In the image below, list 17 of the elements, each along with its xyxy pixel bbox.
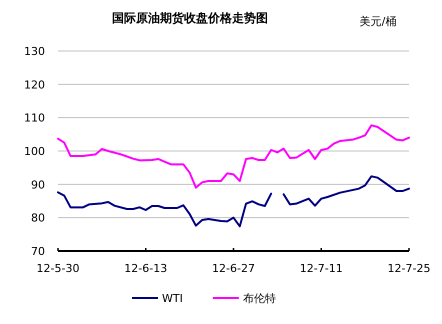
y-tick-label: 100 [24, 145, 45, 158]
x-tick-label: 12-5-30 [36, 262, 80, 275]
y-tick-label: 70 [31, 245, 45, 258]
chart-title: 国际原油期货收盘价格走势图 [112, 11, 268, 25]
x-tick-label: 12-7-25 [388, 262, 430, 275]
x-tick-label: 12-7-11 [300, 262, 343, 275]
line-series [57, 124, 410, 189]
x-tick-label: 12-6-13 [124, 262, 168, 275]
legend-label: WTI [162, 292, 183, 305]
x-tick-label: 12-6-27 [212, 262, 255, 275]
y-tick-label: 80 [31, 212, 45, 225]
y-tick-label: 110 [24, 112, 45, 125]
legend-label: 布伦特 [242, 292, 276, 305]
y-tick-label: 120 [24, 78, 45, 92]
y-axis-title: 美元/桶 [360, 15, 396, 28]
y-tick-label: 90 [31, 178, 45, 192]
y-tick-label: 130 [24, 45, 45, 58]
